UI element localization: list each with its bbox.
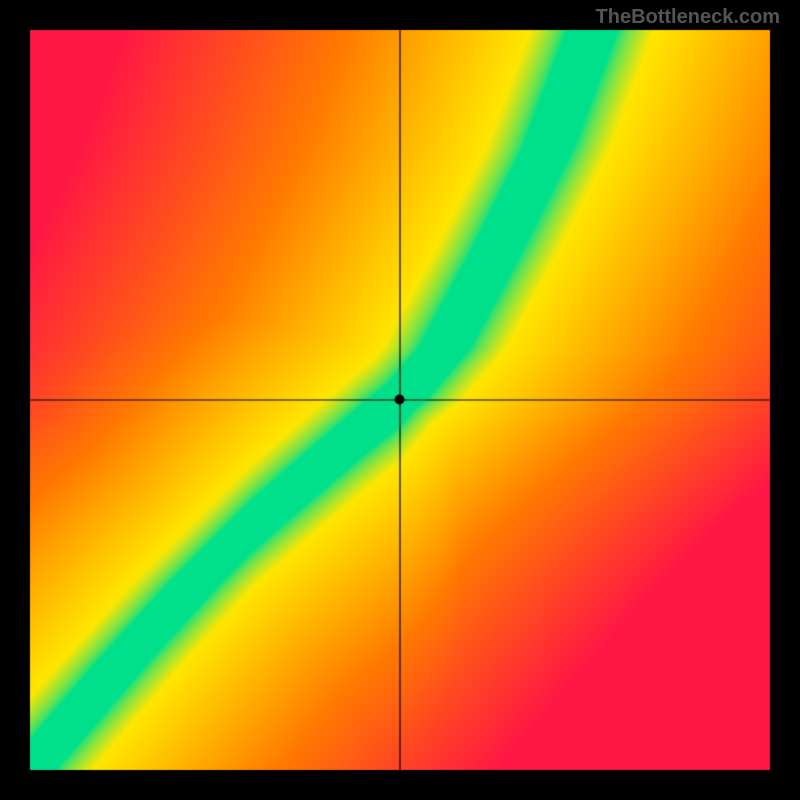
chart-container: TheBottleneck.com (0, 0, 800, 800)
heatmap-canvas (0, 0, 800, 800)
watermark-text: TheBottleneck.com (596, 6, 780, 29)
